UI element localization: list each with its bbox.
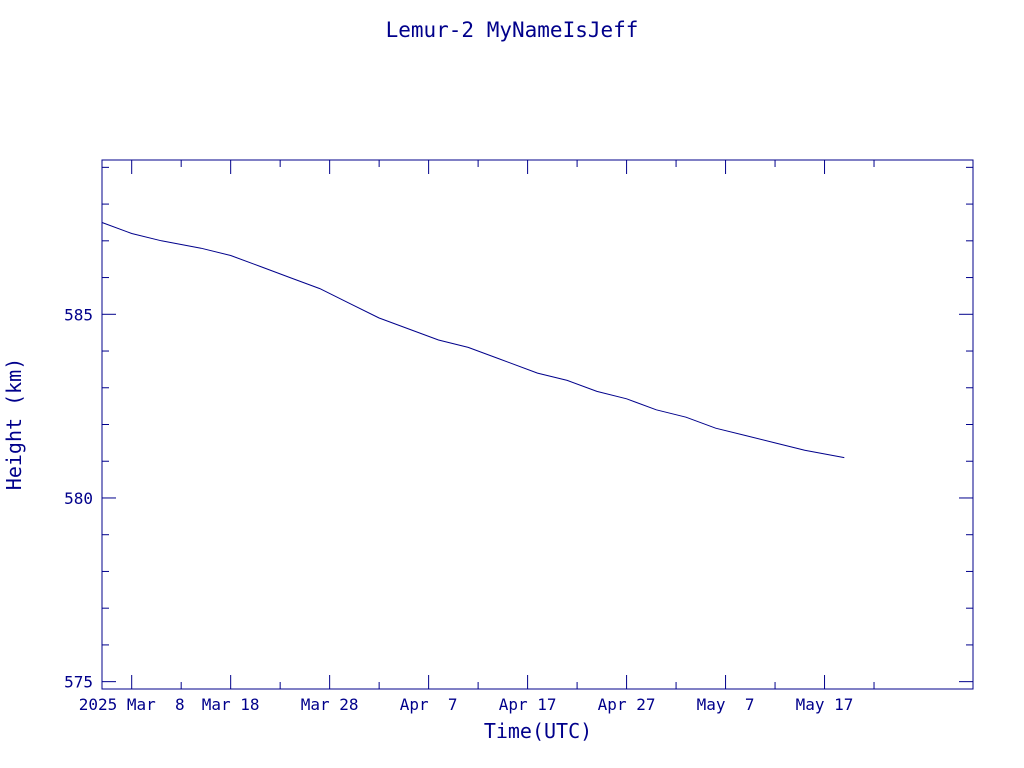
x-axis-label: Time(UTC) <box>484 719 592 743</box>
axis-ticks <box>102 160 973 689</box>
x-tick-label: May 17 <box>796 695 854 714</box>
chart-title: Lemur-2 MyNameIsJeff <box>386 18 639 42</box>
tick-labels: 2025 Mar 8 Mar 18 Mar 28 Apr 7 Apr 17 Apr 27 M… <box>64 305 853 714</box>
y-tick-label: 580 <box>64 489 93 508</box>
y-axis-label: Height (km) <box>2 358 26 490</box>
x-tick-label: Mar 18 <box>202 695 260 714</box>
x-tick-label: Apr 17 <box>499 695 557 714</box>
height-series-line <box>101 222 845 459</box>
x-tick-label: Apr 7 <box>400 695 458 714</box>
y-tick-label: 575 <box>64 673 93 692</box>
plot-frame <box>101 159 974 690</box>
x-tick-label: May 7 <box>697 695 755 714</box>
x-tick-label: Mar 28 <box>301 695 359 714</box>
x-tick-label: Apr 27 <box>598 695 656 714</box>
y-tick-label: 585 <box>64 305 93 324</box>
x-tick-label: 2025 Mar 8 <box>79 695 185 714</box>
